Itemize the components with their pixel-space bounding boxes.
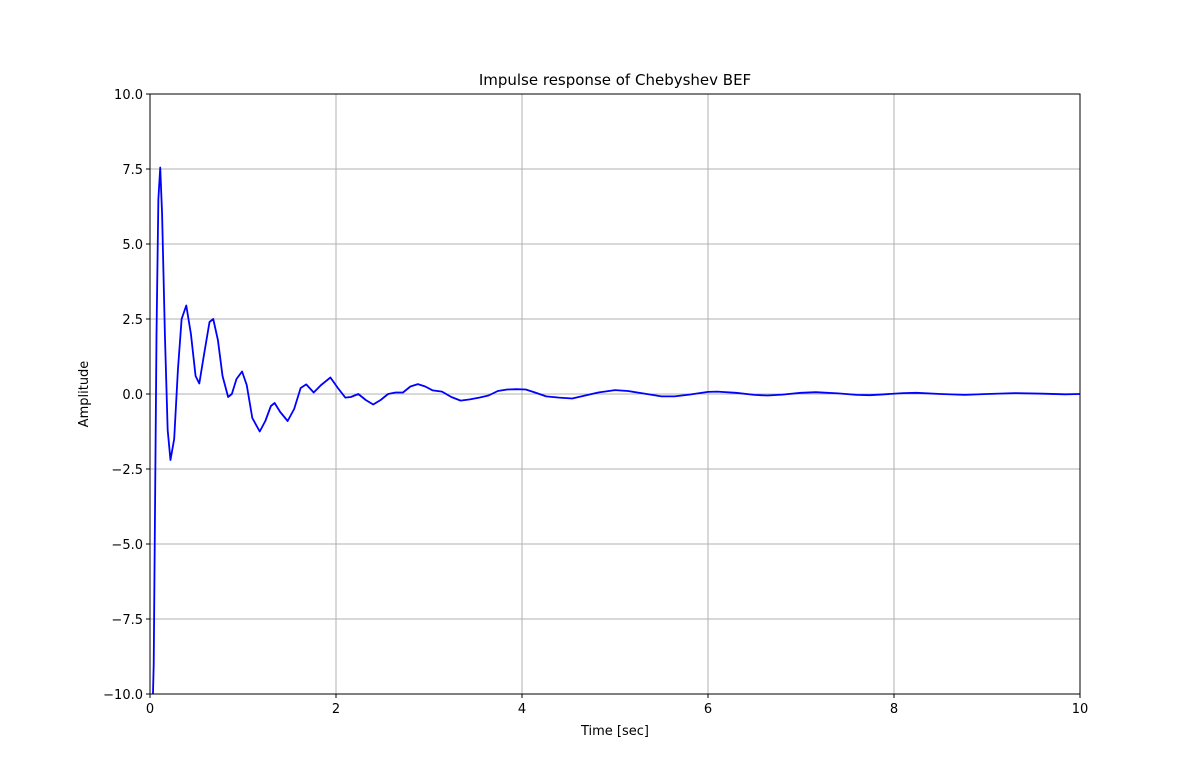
- x-tick-label: 4: [518, 702, 526, 717]
- x-tick-label: 6: [704, 702, 712, 717]
- y-tick-label: 0.0: [122, 388, 143, 403]
- x-axis-label: Time [sec]: [580, 724, 649, 739]
- plot-area: [152, 166, 1080, 694]
- y-axis-label: Amplitude: [77, 361, 92, 428]
- x-tick-label: 2: [332, 702, 340, 717]
- y-tick-label: −10.0: [103, 688, 143, 703]
- y-tick-label: −7.5: [111, 613, 143, 628]
- ticks: 0 2 4 6 8 10 −10.0 −7.5 −5.0 −2.5 0.0 2.5 5.0 7.5 10.0: [103, 88, 1088, 717]
- x-tick-label: 0: [146, 702, 154, 717]
- y-tick-label: 2.5: [122, 313, 143, 328]
- chart-title: Impulse response of Chebyshev BEF: [479, 71, 751, 89]
- data-line: [152, 166, 1080, 694]
- y-tick-label: −5.0: [111, 538, 143, 553]
- y-tick-label: 10.0: [114, 88, 143, 103]
- y-tick-label: 5.0: [122, 238, 143, 253]
- x-tick-label: 10: [1072, 702, 1089, 717]
- x-tick-label: 8: [890, 702, 898, 717]
- y-tick-label: 7.5: [122, 163, 143, 178]
- y-tick-label: −2.5: [111, 463, 143, 478]
